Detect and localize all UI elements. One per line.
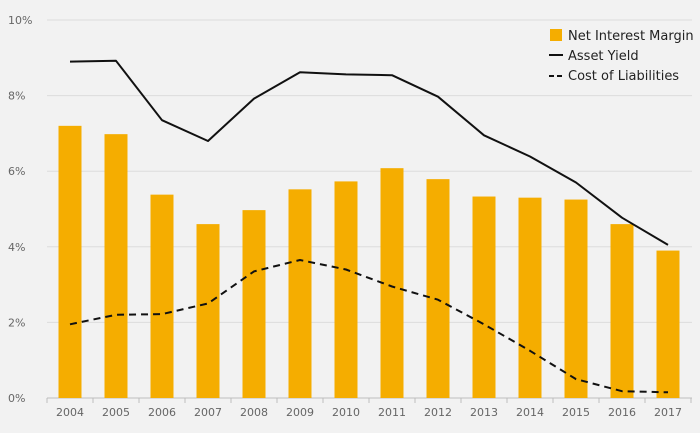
x-tick-label-2009: 2009 (286, 406, 314, 419)
y-tick-label: 4% (8, 241, 25, 254)
line-series (69, 59, 669, 394)
x-tick-label-2008: 2008 (240, 406, 268, 419)
y-tick-label: 8% (8, 90, 25, 103)
legend-label-cost-of-liabilities: Cost of Liabilities (568, 69, 679, 84)
y-tick-label: 10% (8, 14, 32, 27)
y-tick-label: 0% (8, 392, 25, 405)
x-tick-label-2016: 2016 (608, 406, 636, 419)
y-tick-label: 6% (8, 165, 25, 178)
bar-net-interest-margin-2015 (564, 199, 588, 398)
bar-net-interest-margin-2012 (426, 179, 450, 398)
x-tick-label-2010: 2010 (332, 406, 360, 419)
bar-net-interest-margin-2017 (656, 250, 680, 398)
bar-series (58, 125, 680, 398)
x-tick-label-2013: 2013 (470, 406, 498, 419)
x-tick-label-2007: 2007 (194, 406, 222, 419)
x-tick-label-2012: 2012 (424, 406, 452, 419)
x-tick-label-2004: 2004 (56, 406, 84, 419)
x-tick-label-2014: 2014 (516, 406, 544, 419)
legend: Net Interest Margin Asset Yield Cost of … (549, 29, 694, 84)
bar-net-interest-margin-2004 (58, 125, 82, 398)
x-tick-label-2017: 2017 (654, 406, 682, 419)
x-tick-label-2011: 2011 (378, 406, 406, 419)
bar-net-interest-margin-2010 (334, 181, 358, 398)
x-tick-label-2006: 2006 (148, 406, 176, 419)
bar-net-interest-margin-2014 (518, 197, 542, 398)
bar-net-interest-margin-2006 (150, 194, 174, 398)
y-tick-label: 2% (8, 316, 25, 329)
line-cost-of-liabilities (69, 259, 669, 394)
bar-net-interest-margin-2008 (242, 210, 266, 398)
bar-net-interest-margin-2013 (472, 196, 496, 398)
bar-net-interest-margin-2011 (380, 168, 404, 398)
bar-net-interest-margin-2009 (288, 189, 312, 398)
legend-swatch-net-interest-margin (550, 29, 562, 41)
line-asset-yield (69, 59, 669, 246)
bar-net-interest-margin-2007 (196, 224, 220, 398)
x-axis-ticks: 2004 2005 2006 2007 2008 2009 2010 2011 2012 2013… (46, 398, 692, 419)
y-axis-ticks: 0% 2% 4% 6% 8% 10% (8, 14, 32, 405)
bar-net-interest-margin-2016 (610, 224, 634, 398)
legend-label-net-interest-margin: Net Interest Margin (568, 29, 694, 44)
x-tick-label-2015: 2015 (562, 406, 590, 419)
bar-net-interest-margin-2005 (104, 134, 128, 398)
x-tick-label-2005: 2005 (102, 406, 130, 419)
legend-label-asset-yield: Asset Yield (568, 49, 639, 64)
